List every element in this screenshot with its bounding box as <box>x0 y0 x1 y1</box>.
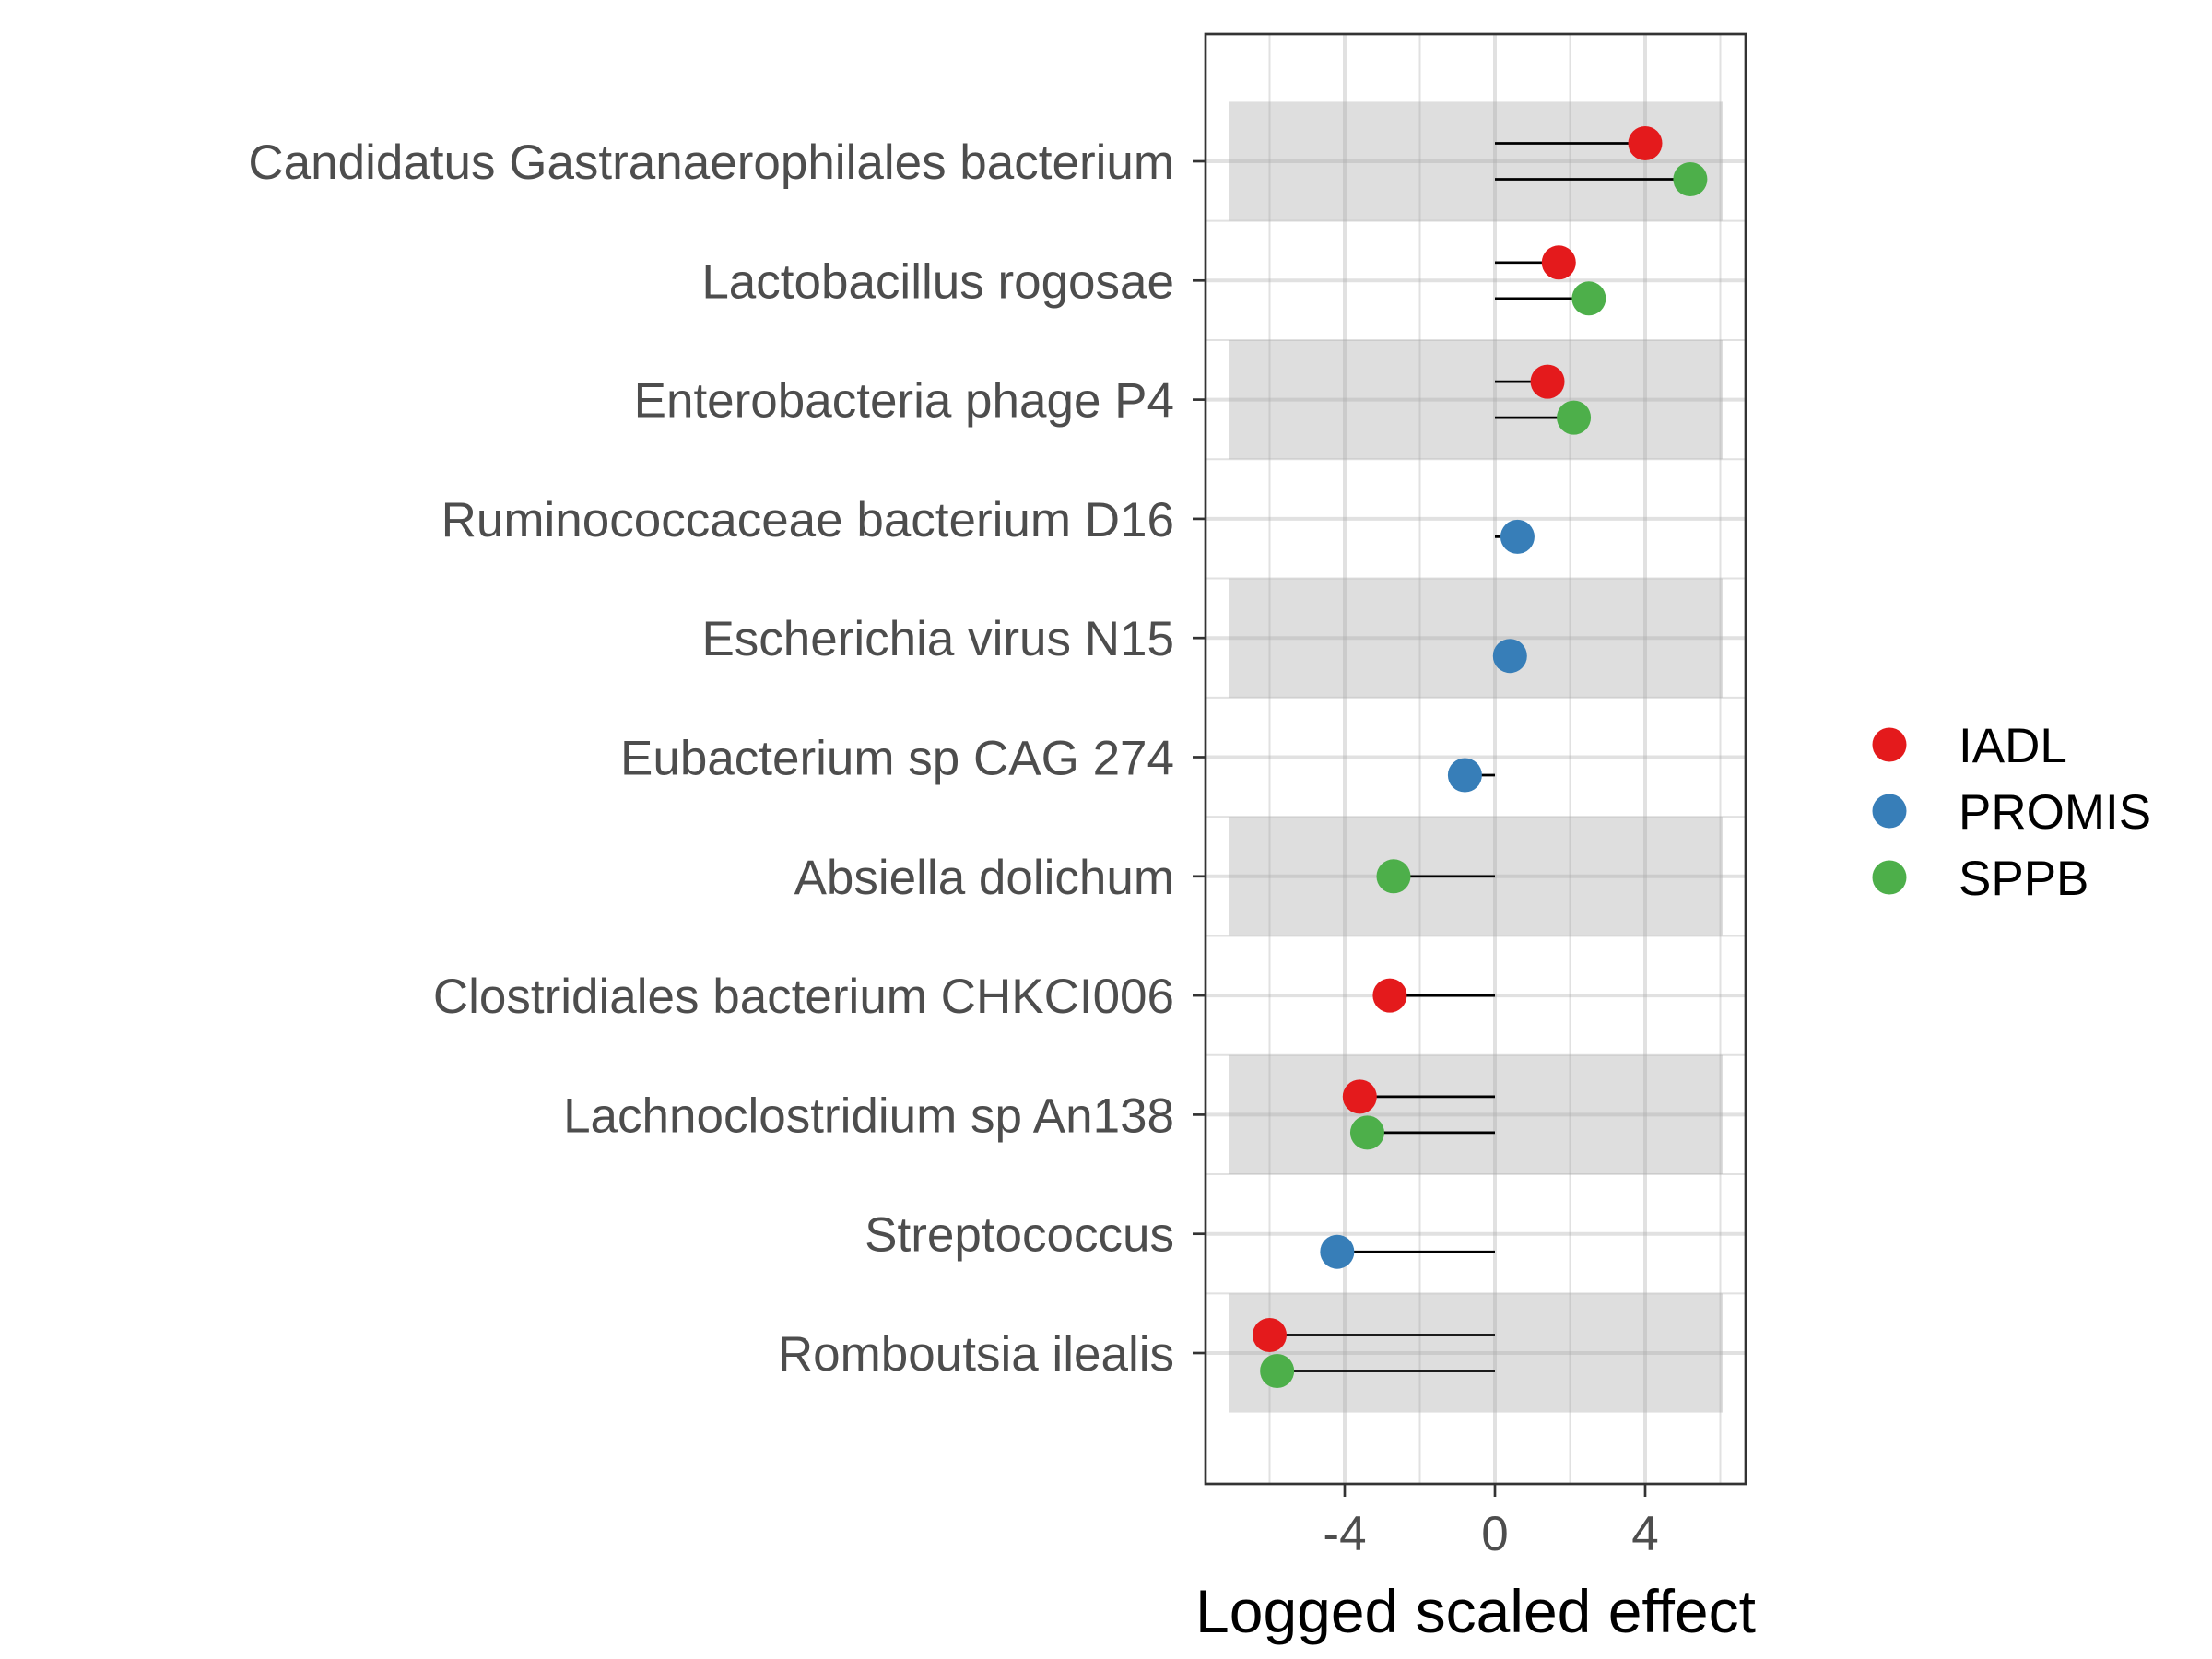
lollipop-iadl <box>1342 1079 1495 1114</box>
lollipop-iadl <box>1495 364 1565 399</box>
category-band <box>1229 1293 1723 1413</box>
lollipop-point <box>1320 1234 1355 1269</box>
lollipop-point <box>1492 639 1527 674</box>
x-tick-label: 0 <box>1481 1507 1508 1561</box>
y-tick-label: Lactobacillus rogosae <box>701 254 1174 309</box>
lollipop-point <box>1628 126 1663 160</box>
lollipop-point <box>1253 1318 1287 1352</box>
y-tick-label: Romboutsia ilealis <box>778 1327 1174 1382</box>
y-tick-label: Lachnoclostridium sp An138 <box>563 1088 1174 1143</box>
lollipop-sppb <box>1260 1354 1495 1388</box>
panel-border <box>1204 32 1747 1486</box>
lollipop-iadl <box>1372 978 1495 1013</box>
x-tick-label: 4 <box>1631 1507 1658 1561</box>
category-band <box>1229 1054 1723 1174</box>
y-tick-label: Escherichia virus N15 <box>701 612 1174 666</box>
lollipop-marks <box>1253 126 1708 1388</box>
lollipop-point <box>1349 1115 1384 1150</box>
category-band <box>1229 578 1723 698</box>
legend-item-iadl: IADL <box>1872 719 2067 773</box>
lollipop-point <box>1260 1354 1295 1388</box>
panel-background <box>1206 34 1746 1484</box>
legend-key <box>1872 794 1907 829</box>
lollipop-point <box>1673 162 1708 196</box>
x-axis-title: Logged scaled effect <box>1195 1577 1756 1645</box>
legend-label: SPPB <box>1959 852 2088 906</box>
lollipop-sppb <box>1495 162 1708 196</box>
lollipop-iadl <box>1253 1318 1495 1352</box>
lollipop-iadl <box>1495 126 1663 160</box>
lollipop-point <box>1541 245 1576 280</box>
lollipop-promis <box>1320 1234 1495 1269</box>
lollipop-point <box>1557 400 1592 435</box>
legend-item-promis: PROMIS <box>1872 785 2151 840</box>
lollipop-iadl <box>1495 245 1576 280</box>
legend-key <box>1872 727 1907 762</box>
lollipop-sppb <box>1376 859 1495 894</box>
legend-label: IADL <box>1959 719 2067 773</box>
lollipop-point <box>1571 281 1606 316</box>
legend-key <box>1872 860 1907 895</box>
y-tick-label: Absiella dolichum <box>794 851 1174 905</box>
category-band <box>1229 101 1723 221</box>
x-axis: -4 0 4 <box>1323 1484 1659 1561</box>
y-tick-label: Enterobacteria phage P4 <box>634 374 1174 429</box>
lollipop-point <box>1447 758 1482 793</box>
lollipop-point <box>1500 519 1535 554</box>
y-axis: Candidatus Gastranaerophilales bacterium… <box>248 135 1206 1382</box>
y-tick-label: Ruminococcaceae bacterium D16 <box>441 493 1174 547</box>
x-tick-label: -4 <box>1323 1507 1366 1561</box>
y-tick-label: Streptococcus <box>865 1208 1174 1263</box>
y-tick-label: Clostridiales bacterium CHKCI006 <box>433 970 1174 1024</box>
y-tick-label: Eubacterium sp CAG 274 <box>620 732 1174 786</box>
legend-item-sppb: SPPB <box>1872 852 2088 906</box>
lollipop-point <box>1376 859 1411 894</box>
legend: IADL PROMIS SPPB <box>1872 719 2151 906</box>
lollipop-promis <box>1495 519 1535 554</box>
lollipop-point <box>1530 364 1565 399</box>
lollipop-promis <box>1447 758 1495 793</box>
lollipop-sppb <box>1495 281 1606 316</box>
lollipop-promis <box>1492 639 1527 674</box>
lollipop-sppb <box>1495 400 1592 435</box>
lollipop-sppb <box>1349 1115 1495 1150</box>
y-tick-label: Candidatus Gastranaerophilales bacterium <box>248 135 1174 190</box>
lollipop-point <box>1342 1079 1377 1114</box>
legend-label: PROMIS <box>1959 785 2151 840</box>
category-band <box>1229 340 1723 460</box>
lollipop-point <box>1372 978 1407 1013</box>
